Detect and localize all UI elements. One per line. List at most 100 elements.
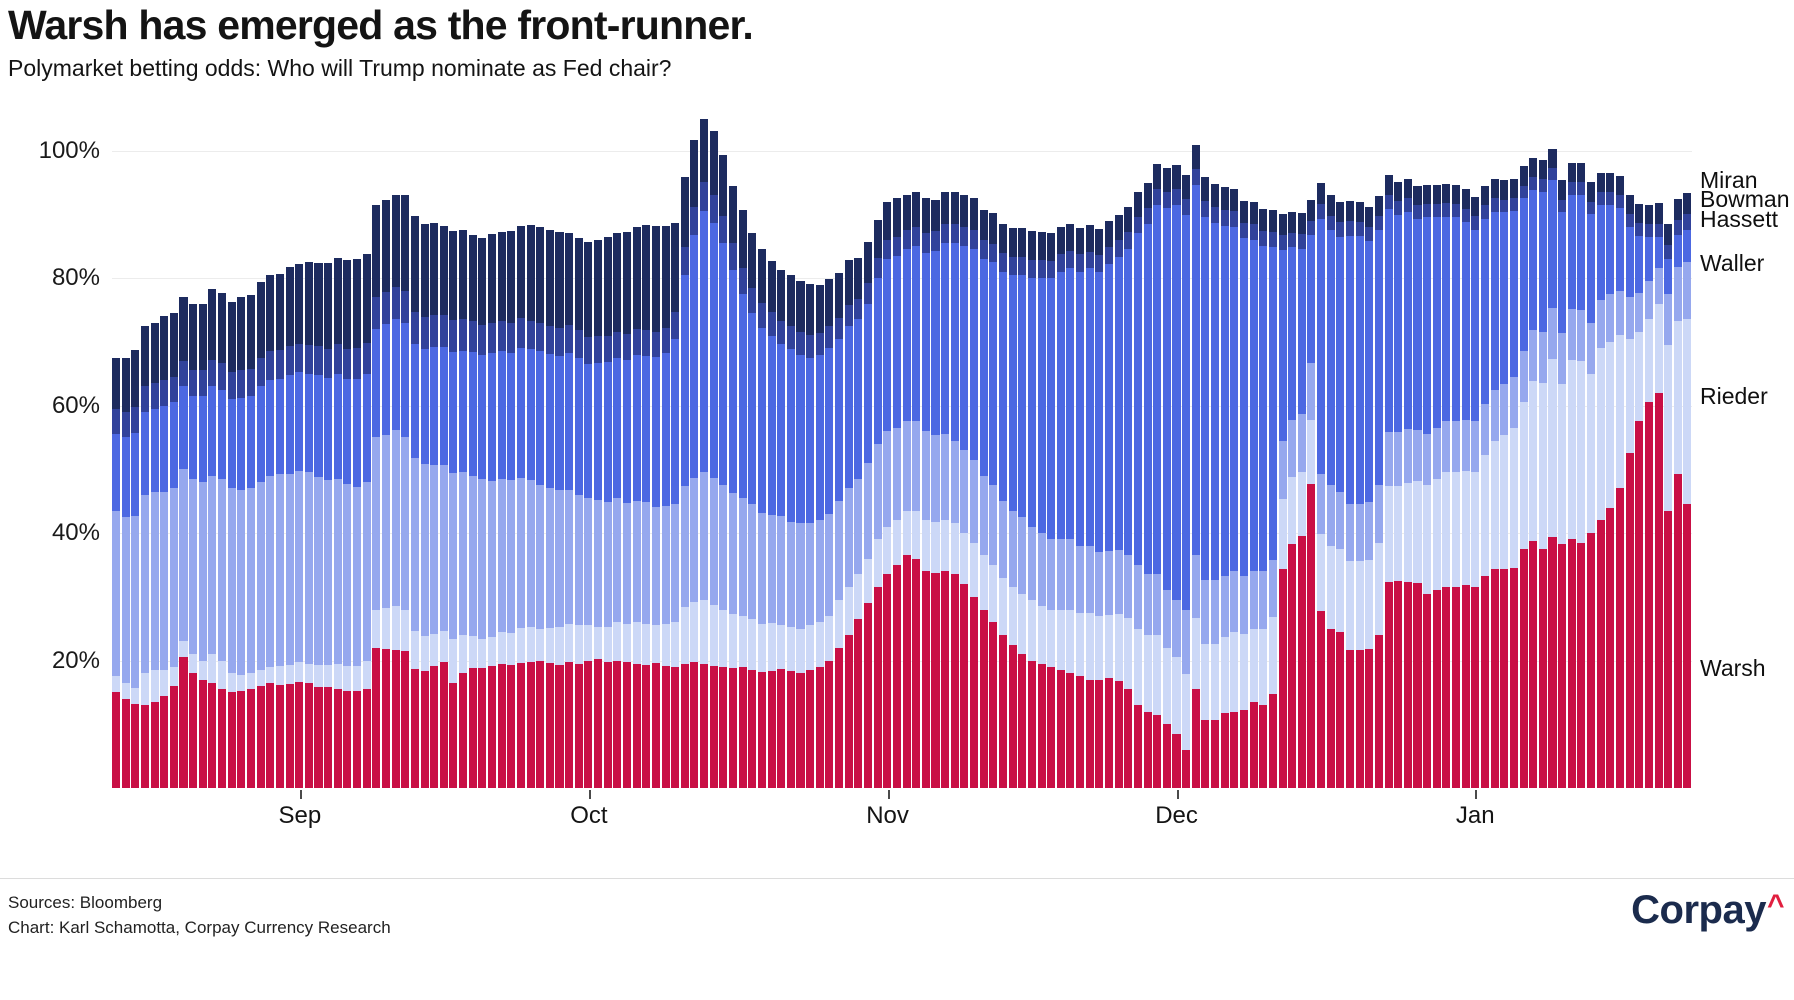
segment-bowman bbox=[256, 358, 265, 387]
segment-bowman bbox=[324, 348, 333, 379]
segment-warsh bbox=[1664, 510, 1673, 788]
segment-bowman bbox=[863, 283, 873, 304]
segment-bowman bbox=[304, 344, 313, 374]
chart-title: Warsh has emerged as the front-runner. bbox=[8, 2, 754, 48]
segment-bowman bbox=[295, 343, 304, 373]
segment-miran bbox=[1548, 148, 1557, 168]
segment-miran bbox=[931, 199, 940, 232]
segment-bowman bbox=[131, 407, 140, 433]
segment-bowman bbox=[1374, 216, 1383, 231]
segment-warsh bbox=[594, 659, 603, 788]
segment-hassett bbox=[738, 293, 747, 498]
segment-miran bbox=[979, 209, 988, 241]
segment-miran bbox=[1587, 182, 1596, 202]
segment-warsh bbox=[738, 666, 747, 788]
logo-caret-icon: ^ bbox=[1766, 889, 1785, 922]
segment-hassett bbox=[1596, 204, 1605, 301]
segment-bowman bbox=[1519, 185, 1528, 199]
bar bbox=[1625, 195, 1634, 788]
segment-warsh bbox=[1403, 582, 1412, 788]
segment-bowman bbox=[1162, 191, 1171, 208]
segment-hassett bbox=[1201, 216, 1210, 581]
segment-rieder bbox=[343, 665, 352, 692]
segment-hassett bbox=[1239, 238, 1248, 577]
segment-waller bbox=[1297, 414, 1306, 472]
segment-warsh bbox=[1461, 585, 1470, 788]
bar bbox=[391, 194, 400, 788]
segment-miran bbox=[468, 235, 477, 322]
bar bbox=[208, 289, 217, 788]
segment-waller bbox=[613, 497, 622, 623]
segment-hassett bbox=[295, 372, 304, 472]
segment-warsh bbox=[835, 647, 844, 788]
segment-hassett bbox=[1548, 180, 1557, 308]
segment-hassett bbox=[835, 338, 844, 502]
segment-bowman bbox=[1114, 240, 1123, 257]
segment-rieder bbox=[1490, 441, 1499, 569]
segment-waller bbox=[1394, 431, 1403, 486]
bar bbox=[353, 258, 362, 788]
segment-rieder bbox=[1606, 341, 1615, 508]
segment-miran bbox=[1162, 167, 1171, 192]
bar bbox=[160, 316, 169, 788]
segment-rieder bbox=[160, 670, 169, 696]
segment-warsh bbox=[1104, 678, 1114, 788]
bar bbox=[786, 275, 795, 788]
segment-rieder bbox=[1384, 486, 1393, 583]
segment-rieder bbox=[632, 622, 641, 664]
segment-rieder bbox=[622, 624, 631, 663]
segment-hassett bbox=[998, 271, 1007, 502]
segment-bowman bbox=[1095, 255, 1104, 272]
segment-waller bbox=[516, 478, 525, 628]
segment-waller bbox=[1374, 485, 1383, 543]
segment-bowman bbox=[1471, 216, 1480, 230]
segment-bowman bbox=[1297, 234, 1306, 249]
bar bbox=[574, 237, 583, 788]
segment-bowman bbox=[1442, 203, 1451, 217]
segment-rieder bbox=[1461, 470, 1470, 586]
segment-warsh bbox=[1355, 650, 1364, 788]
segment-bowman bbox=[140, 386, 149, 412]
segment-rieder bbox=[1133, 628, 1142, 706]
segment-miran bbox=[208, 289, 217, 360]
segment-hassett bbox=[700, 211, 709, 473]
segment-bowman bbox=[1538, 179, 1547, 192]
segment-bowman bbox=[931, 231, 940, 251]
segment-miran bbox=[555, 232, 564, 328]
segment-waller bbox=[246, 488, 256, 674]
bar bbox=[381, 199, 390, 788]
segment-warsh bbox=[1587, 533, 1596, 788]
bar bbox=[1230, 188, 1239, 788]
segment-hassett bbox=[1037, 278, 1046, 533]
segment-miran bbox=[1519, 166, 1528, 186]
segment-bowman bbox=[1191, 169, 1200, 185]
segment-rieder bbox=[1114, 613, 1123, 681]
segment-rieder bbox=[1394, 485, 1403, 582]
x-axis-label-dec: Dec bbox=[1155, 802, 1198, 829]
bar bbox=[1153, 163, 1162, 788]
segment-bowman bbox=[1268, 232, 1277, 248]
segment-bowman bbox=[1500, 199, 1509, 213]
segment-warsh bbox=[266, 682, 275, 788]
segment-hassett bbox=[179, 386, 188, 470]
segment-miran bbox=[1307, 199, 1316, 221]
segment-rieder bbox=[1278, 498, 1287, 569]
segment-waller bbox=[1104, 550, 1114, 615]
segment-warsh bbox=[574, 663, 583, 788]
segment-rieder bbox=[1548, 358, 1557, 538]
bar bbox=[1654, 203, 1663, 788]
segment-hassett bbox=[748, 313, 757, 505]
segment-rieder bbox=[594, 627, 603, 660]
segment-hassett bbox=[324, 378, 333, 481]
segment-bowman bbox=[921, 233, 930, 253]
segment-warsh bbox=[603, 661, 612, 788]
bar bbox=[169, 313, 178, 788]
segment-miran bbox=[237, 297, 246, 371]
segment-rieder bbox=[1625, 338, 1634, 454]
bar bbox=[796, 281, 805, 788]
bar bbox=[1259, 209, 1268, 788]
segment-warsh bbox=[1201, 720, 1210, 788]
segment-hassett bbox=[1268, 247, 1277, 560]
segment-miran bbox=[1664, 224, 1673, 245]
segment-rieder bbox=[487, 636, 497, 666]
